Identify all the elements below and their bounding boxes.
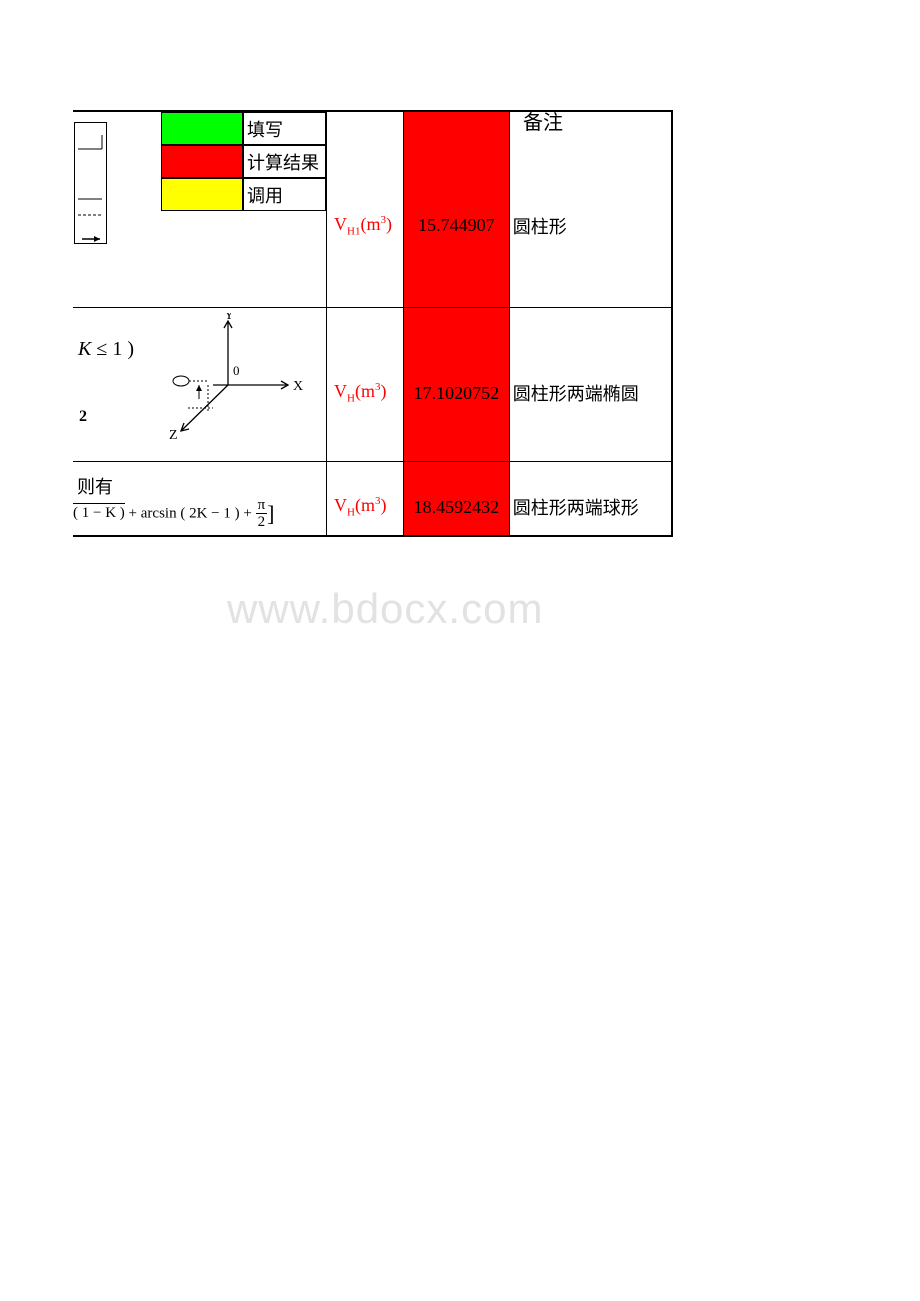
remark-cell-2: 圆柱形两端椭圆 (509, 307, 672, 461)
watermark-text: www.bdocx.com (227, 585, 543, 633)
k-inequality: K ≤ 1 ) (78, 338, 134, 361)
remark-header: 备注 (523, 106, 563, 135)
legend-spacer (73, 112, 161, 145)
svg-text:0: 0 (233, 363, 240, 378)
var-label-2: VH(m3) (327, 307, 404, 461)
svg-text:Z: Z (169, 428, 178, 443)
swatch-fill (161, 112, 243, 145)
legend-formula-cell: 填写 计算结果 调用 则有 ( 1 − K ) + arcsin ( 2K − … (73, 111, 327, 307)
legend-ref-label: 调用 (243, 178, 326, 211)
legend-grid: 填写 计算结果 调用 (73, 112, 326, 211)
diagram-cell: K ≤ 1 ) 2 X Y Z 0 (73, 307, 327, 461)
swatch-result (161, 145, 243, 178)
z-label: 2 (79, 408, 87, 426)
svg-text:X: X (293, 379, 303, 394)
value-cell-2: 17.1020752 (403, 307, 509, 461)
calc-table: 填写 计算结果 调用 则有 ( 1 − K ) + arcsin ( 2K − … (73, 110, 673, 537)
svg-text:Y: Y (224, 313, 234, 323)
var-label-1: VH1(m3) (327, 111, 404, 307)
axes-diagram: X Y Z 0 (153, 313, 313, 443)
swatch-ref (161, 178, 243, 211)
legend-result-label: 计算结果 (243, 145, 326, 178)
legend-fill-label: 填写 (243, 112, 326, 145)
empty-cell (73, 461, 327, 536)
remark-cell-1: 圆柱形 (509, 111, 672, 307)
value-cell-1: 15.744907 (403, 111, 509, 307)
main-container: 备注 (73, 110, 673, 537)
